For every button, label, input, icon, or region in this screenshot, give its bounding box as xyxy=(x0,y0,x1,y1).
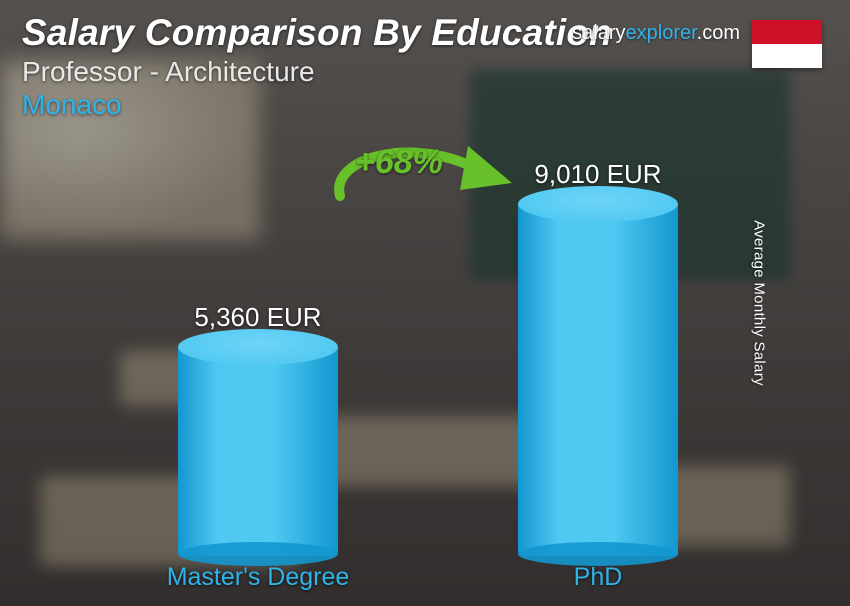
chart-canvas: Salary Comparison By Education Professor… xyxy=(0,0,850,606)
brand-prefix: salary xyxy=(572,22,625,44)
bar-body xyxy=(178,347,338,556)
flag-top-stripe xyxy=(752,20,822,44)
bar-category-label: Master's Degree xyxy=(167,563,350,592)
brand-suffix: .com xyxy=(697,22,740,44)
bar-top-ellipse xyxy=(178,329,338,365)
country-flag-icon xyxy=(752,20,822,68)
chart-subtitle: Professor - Architecture xyxy=(22,56,612,88)
chart-title: Salary Comparison By Education xyxy=(22,12,612,54)
bar-top-ellipse xyxy=(518,186,678,222)
chart-location: Monaco xyxy=(22,89,612,121)
brand-label: salaryexplorer.com xyxy=(572,22,740,45)
bar-chart: 5,360 EUR Master's Degree 9,010 EUR PhD xyxy=(0,136,850,606)
bar-shape xyxy=(518,204,678,556)
bar-body xyxy=(518,204,678,556)
brand-mid: explorer xyxy=(626,22,697,44)
bar-masters: 5,360 EUR xyxy=(178,302,338,556)
bar-phd: 9,010 EUR xyxy=(518,159,678,556)
bar-shape xyxy=(178,347,338,556)
flag-bottom-stripe xyxy=(752,44,822,68)
title-block: Salary Comparison By Education Professor… xyxy=(22,12,612,121)
bar-category-label: PhD xyxy=(574,563,623,592)
